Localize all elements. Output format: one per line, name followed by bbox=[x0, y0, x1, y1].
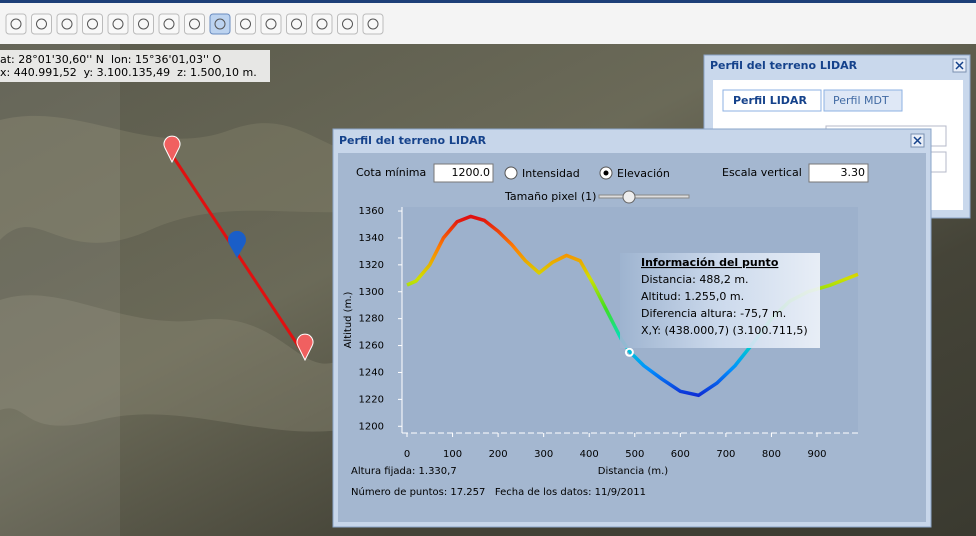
x-tick-label: 300 bbox=[534, 449, 553, 460]
tool-icon bbox=[316, 18, 328, 30]
y-tick-label: 1360 bbox=[359, 206, 384, 217]
x-tick-label: 700 bbox=[716, 449, 735, 460]
highlight-point bbox=[624, 347, 634, 357]
terrain bbox=[0, 295, 340, 432]
x-tick-label: 900 bbox=[807, 449, 826, 460]
coords-geo: at: 28°01'30,60'' N lon: 15°36'01,03'' O bbox=[0, 53, 222, 66]
y-axis-label: Altitud (m.) bbox=[343, 291, 354, 348]
tool-button[interactable] bbox=[286, 13, 307, 35]
tool-button[interactable] bbox=[107, 13, 129, 35]
tool-icon bbox=[36, 18, 47, 30]
tool-icon bbox=[342, 18, 353, 30]
tool-button[interactable] bbox=[5, 13, 27, 35]
tool-button[interactable] bbox=[260, 13, 282, 35]
tool-button[interactable] bbox=[209, 13, 231, 35]
tool-button[interactable] bbox=[337, 13, 358, 35]
y-tick-label: 1200 bbox=[359, 421, 384, 432]
y-tick-label: 1220 bbox=[359, 394, 384, 405]
close-icon bbox=[955, 61, 964, 70]
x-tick-label: 400 bbox=[580, 449, 599, 460]
slider-thumb[interactable] bbox=[622, 190, 636, 204]
tab-label[interactable]: Perfil MDT bbox=[833, 94, 889, 107]
x-tick-label: 600 bbox=[671, 449, 690, 460]
tool-icon bbox=[291, 18, 302, 30]
info-line: Diferencia altura: -75,7 m. bbox=[641, 307, 786, 320]
slider-track[interactable] bbox=[598, 194, 690, 199]
y-tick-label: 1240 bbox=[359, 367, 384, 378]
y-tick-label: 1320 bbox=[359, 260, 384, 271]
close-icon bbox=[913, 136, 922, 145]
tool-icon bbox=[214, 18, 226, 30]
x-tick-label: 200 bbox=[489, 449, 508, 460]
x-tick-label: 100 bbox=[443, 449, 462, 460]
tool-button[interactable] bbox=[133, 13, 154, 35]
profile-line bbox=[170, 154, 307, 357]
radio-dot bbox=[603, 170, 609, 176]
cota-value[interactable]: 1200.0 bbox=[452, 166, 491, 179]
info-line: Altitud: 1.255,0 m. bbox=[641, 290, 744, 303]
info-title: Información del punto bbox=[641, 256, 779, 269]
tool-icon bbox=[189, 18, 200, 30]
tool-icon bbox=[265, 18, 277, 30]
tool-icon bbox=[61, 18, 73, 30]
tool-button[interactable] bbox=[31, 13, 52, 35]
y-tick-label: 1300 bbox=[359, 287, 384, 298]
escala-label: Escala vertical bbox=[722, 166, 802, 179]
x-tick-label: 800 bbox=[762, 449, 781, 460]
y-tick-label: 1260 bbox=[359, 341, 384, 352]
top-border bbox=[0, 0, 976, 3]
point-marker bbox=[228, 230, 246, 258]
tool-icon bbox=[10, 18, 22, 30]
fixed-height: Altura fijada: 1.330,7 bbox=[351, 466, 457, 477]
escala-input[interactable] bbox=[808, 163, 869, 183]
tool-icon bbox=[163, 18, 175, 30]
back-panel-title: Perfil del terreno LIDAR bbox=[710, 59, 858, 72]
tool-icon bbox=[112, 18, 124, 30]
y-tick-label: 1340 bbox=[359, 233, 384, 244]
tool-button[interactable] bbox=[158, 13, 180, 35]
tool-icon bbox=[367, 18, 379, 30]
end-marker bbox=[296, 333, 314, 362]
tool-button[interactable] bbox=[235, 13, 256, 35]
start-marker bbox=[163, 135, 181, 164]
footer: Número de puntos: 17.257 Fecha de los da… bbox=[351, 486, 646, 498]
tool-button[interactable] bbox=[362, 13, 384, 35]
info-line: Distancia: 488,2 m. bbox=[641, 273, 749, 286]
info-box bbox=[620, 253, 820, 348]
tool-button[interactable] bbox=[311, 13, 333, 35]
x-tick-label: 0 bbox=[404, 449, 410, 460]
tool-icon bbox=[87, 18, 98, 30]
tool-button[interactable] bbox=[56, 13, 78, 35]
tool-icon bbox=[138, 18, 149, 30]
cota-input[interactable] bbox=[433, 163, 494, 183]
tool-button[interactable] bbox=[82, 13, 103, 35]
tool-icon bbox=[240, 18, 251, 30]
x-axis-label: Distancia (m.) bbox=[598, 466, 668, 477]
tab-active[interactable] bbox=[722, 89, 822, 112]
tool-button[interactable] bbox=[184, 13, 205, 35]
radio-label[interactable]: Elevación bbox=[617, 167, 670, 180]
x-tick-label: 500 bbox=[625, 449, 644, 460]
coords-xyz: x: 440.991,52 y: 3.100.135,49 z: 1.500,1… bbox=[0, 66, 257, 79]
tab[interactable] bbox=[823, 89, 903, 112]
radio[interactable] bbox=[504, 166, 518, 180]
y-tick-label: 1280 bbox=[359, 314, 384, 325]
tool-buttons bbox=[5, 13, 384, 35]
escala-value[interactable]: 3.30 bbox=[841, 166, 866, 179]
coords-bg bbox=[0, 50, 270, 82]
terrain bbox=[0, 115, 420, 243]
tab-label[interactable]: Perfil LIDAR bbox=[733, 94, 807, 107]
info-line: X,Y: (438.000,7) (3.100.711,5) bbox=[641, 324, 808, 337]
map-tile bbox=[0, 44, 120, 536]
dialog-title: Perfil del terreno LIDAR bbox=[339, 134, 487, 147]
cota-label: Cota mínima bbox=[356, 166, 426, 179]
radio-label[interactable]: Intensidad bbox=[522, 167, 580, 180]
pixel-label: Tamaño pixel (1) bbox=[504, 190, 596, 203]
chart: 1200 1220 1240 1260 1280 1300 1320 1340 1360 0 100… bbox=[343, 206, 859, 477]
